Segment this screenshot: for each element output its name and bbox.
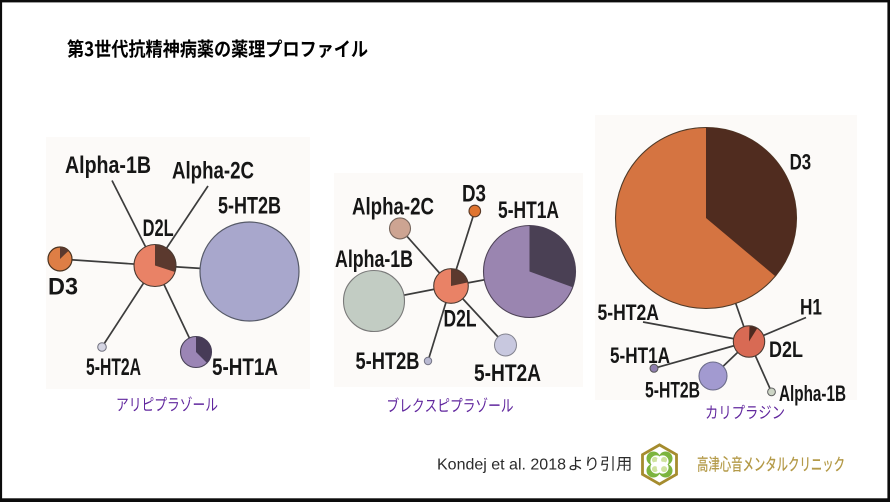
- svg-text:5-HT1A: 5-HT1A: [212, 354, 278, 381]
- svg-text:5-HT2A: 5-HT2A: [86, 354, 141, 381]
- svg-text:D2L: D2L: [143, 215, 174, 242]
- svg-text:5-HT2B: 5-HT2B: [645, 378, 700, 403]
- svg-text:5-HT2B: 5-HT2B: [218, 193, 281, 220]
- svg-text:Alpha-2C: Alpha-2C: [352, 194, 434, 221]
- svg-text:D3: D3: [790, 150, 812, 175]
- svg-text:D3: D3: [48, 274, 78, 301]
- svg-text:Alpha-1B: Alpha-1B: [65, 152, 151, 179]
- svg-text:5-HT1A: 5-HT1A: [610, 343, 670, 368]
- svg-text:D3: D3: [462, 181, 486, 208]
- svg-text:H1: H1: [800, 295, 822, 320]
- svg-text:D2L: D2L: [444, 306, 477, 333]
- svg-text:D2L: D2L: [769, 337, 803, 362]
- svg-text:5-HT2A: 5-HT2A: [474, 360, 541, 387]
- svg-text:Alpha-1B: Alpha-1B: [335, 246, 413, 273]
- svg-text:5-HT2B: 5-HT2B: [356, 348, 420, 375]
- svg-text:Kondej et al. 2018: Kondej et al. 2018: [437, 457, 566, 474]
- svg-text:Alpha-1B: Alpha-1B: [779, 381, 846, 406]
- svg-text:5-HT2A: 5-HT2A: [598, 300, 660, 325]
- svg-text:Alpha-2C: Alpha-2C: [172, 158, 254, 185]
- svg-text:5-HT1A: 5-HT1A: [498, 197, 559, 224]
